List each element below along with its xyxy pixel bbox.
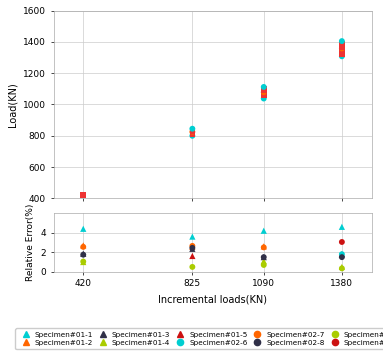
Point (80, 244, 86, 250)
Point (339, 46, 345, 51)
Point (339, 251, 345, 257)
Point (80, 259, 86, 264)
Point (261, 91, 267, 97)
Point (261, 258, 267, 264)
Point (261, 228, 267, 234)
Point (261, 262, 267, 268)
Point (261, 92, 267, 98)
Point (189, 243, 195, 249)
Point (339, 251, 345, 257)
Point (189, 131, 195, 137)
Y-axis label: Relative Error(%): Relative Error(%) (26, 204, 35, 281)
Point (80, 259, 86, 265)
Point (189, 126, 195, 132)
Point (189, 264, 195, 270)
Point (261, 84, 267, 90)
Point (189, 128, 195, 133)
Point (339, 48, 345, 54)
Point (261, 254, 267, 260)
Legend: Specimen#01-1, Specimen#01-2, Specimen#01-3, Specimen#01-4, Specimen#01-5, Speci: Specimen#01-1, Specimen#01-2, Specimen#0… (15, 328, 383, 349)
Point (80, 252, 86, 258)
Point (339, 50, 345, 56)
Point (339, 265, 345, 271)
Point (261, 245, 267, 250)
Point (80, 226, 86, 232)
Point (339, 41, 345, 46)
Point (189, 129, 195, 135)
Point (80, 192, 86, 198)
Point (80, 243, 86, 248)
Point (80, 192, 86, 198)
Point (339, 239, 345, 245)
Point (339, 264, 345, 270)
Point (189, 133, 195, 139)
Point (339, 38, 345, 44)
Point (189, 130, 195, 136)
X-axis label: Incremental loads(KN): Incremental loads(KN) (158, 294, 267, 304)
Point (189, 245, 195, 251)
Point (339, 53, 345, 59)
Point (189, 244, 195, 250)
Point (339, 254, 345, 260)
Point (80, 251, 86, 257)
Point (261, 244, 267, 249)
Point (339, 42, 345, 48)
Point (261, 88, 267, 94)
Y-axis label: Load(KN): Load(KN) (7, 82, 17, 127)
Point (339, 224, 345, 230)
Point (261, 89, 267, 95)
Point (189, 246, 195, 252)
Point (261, 86, 267, 92)
Point (339, 44, 345, 50)
Point (261, 96, 267, 101)
Point (189, 253, 195, 259)
Point (261, 254, 267, 260)
Point (189, 234, 195, 239)
Point (339, 52, 345, 58)
